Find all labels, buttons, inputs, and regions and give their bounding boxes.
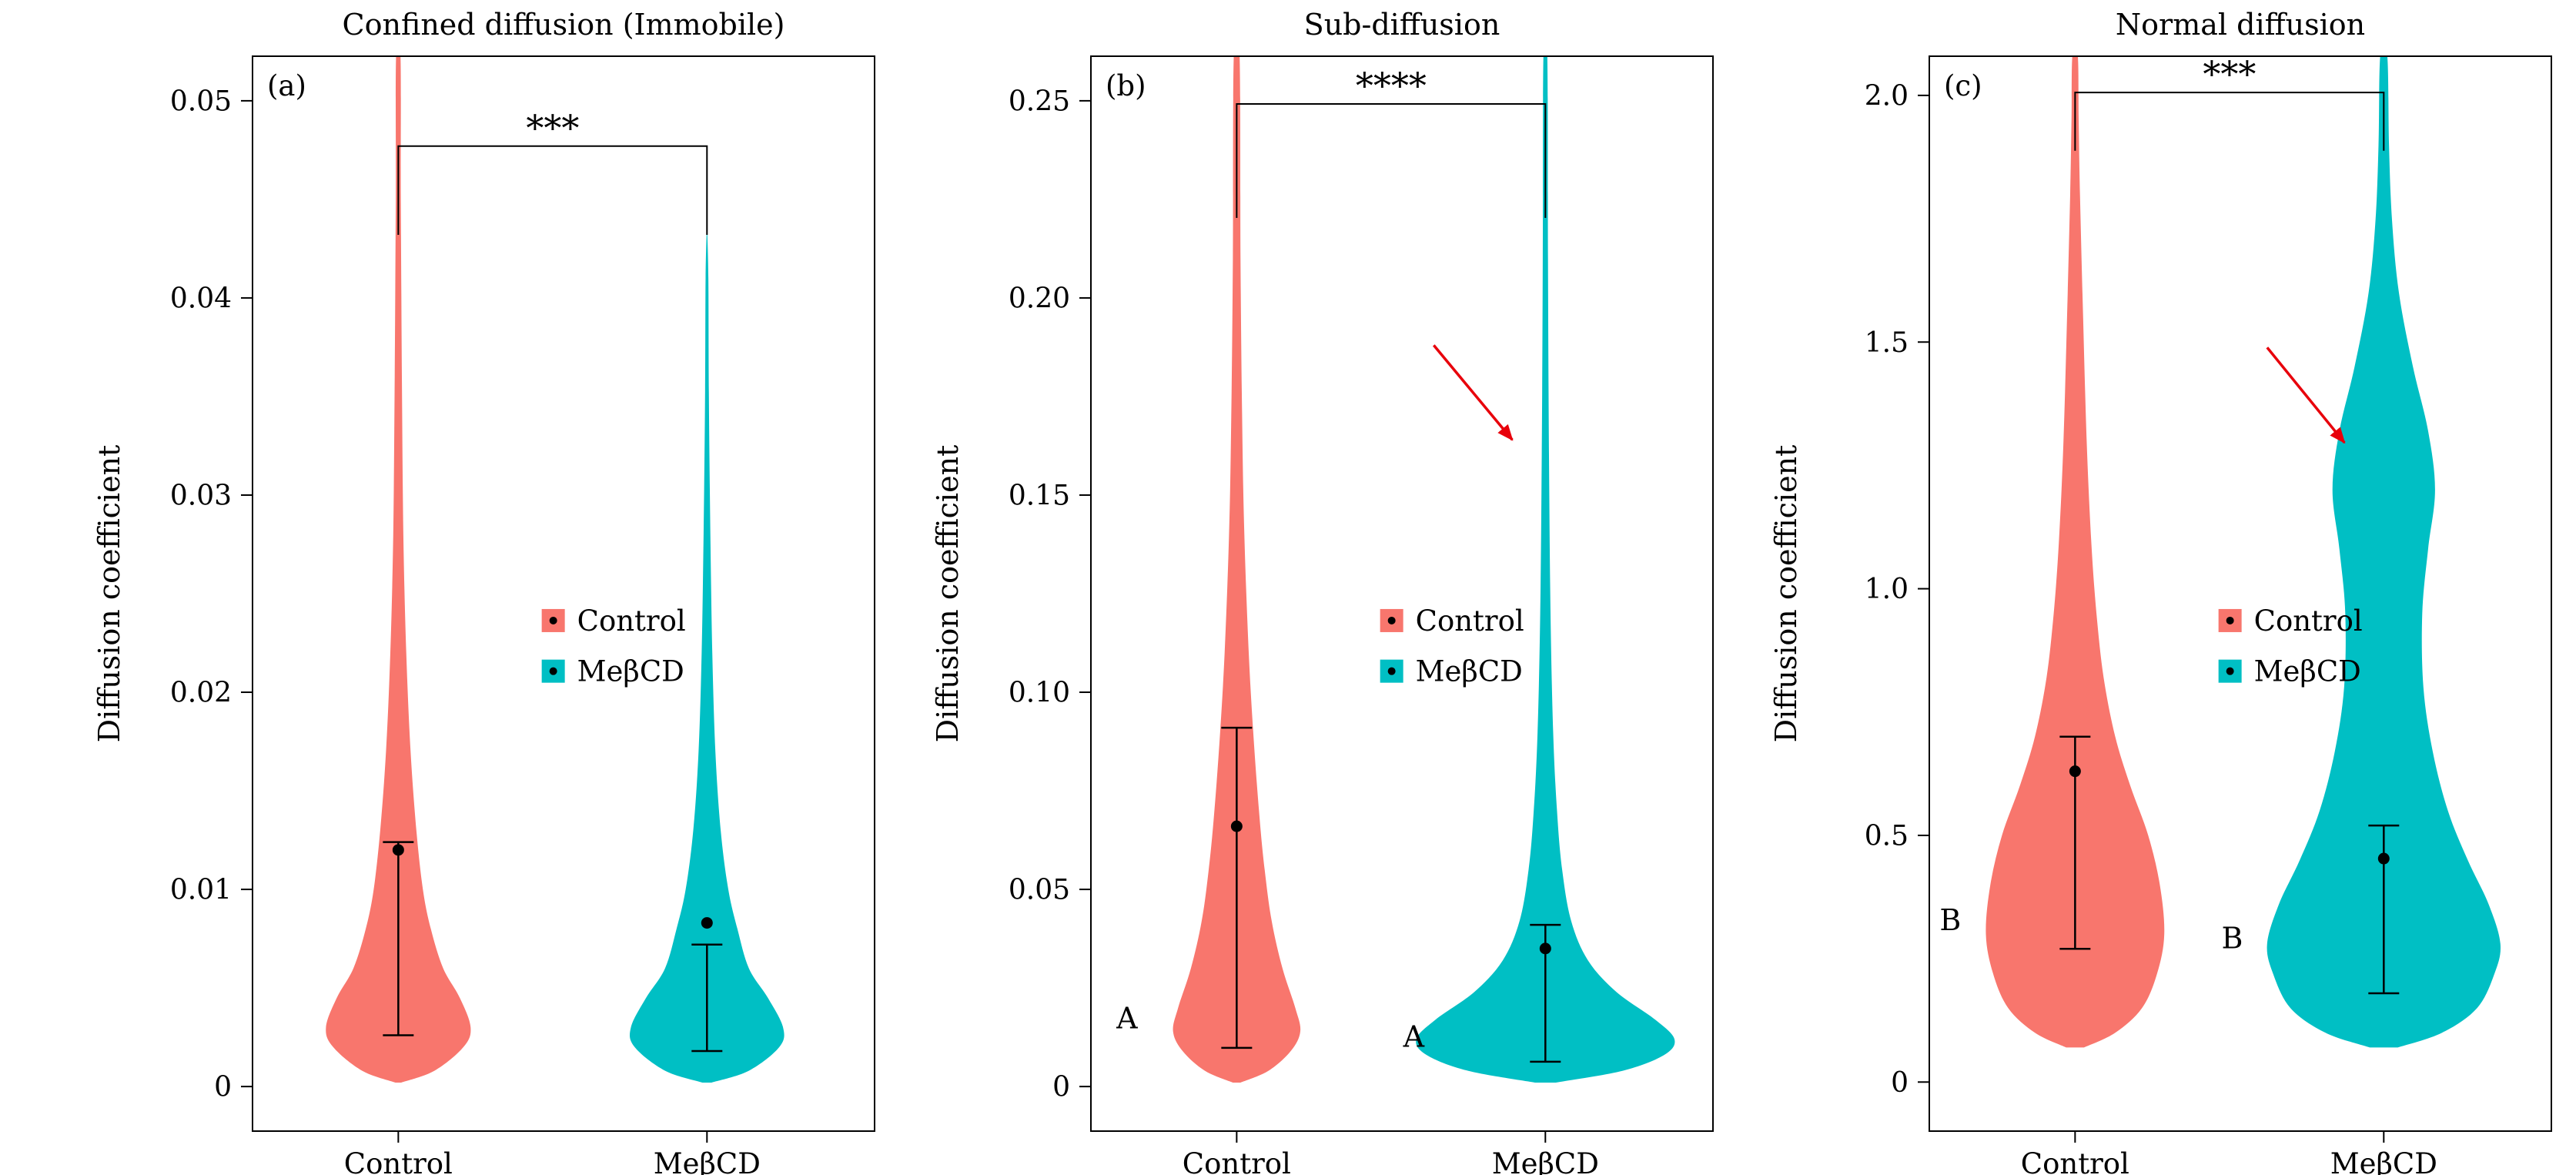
legend-marker-dot-0 — [1387, 616, 1396, 624]
x-tick-label-1: MeβCD — [2330, 1147, 2437, 1175]
significance-bracket — [397, 145, 708, 235]
legend-marker-dot-0 — [2226, 616, 2234, 624]
x-tick-label-1: MeβCD — [654, 1147, 761, 1175]
plot-area-subdiffusion: **** A A Control MeβCD (b) 0 0.05 0.10 0.15 0.20 0.… — [931, 55, 1714, 1175]
panel-normal-diffusion: Normal diffusion *** B B Control MeβCD (c) 0 0.… — [1769, 8, 2552, 1175]
legend-marker-dot-1 — [2226, 667, 2234, 675]
mean-dot-control — [392, 844, 404, 856]
violin-control — [326, 55, 471, 1083]
panel-title: Normal diffusion — [2115, 8, 2366, 42]
annotation-b-0: B — [1939, 903, 1961, 937]
y-tick-label: 0.5 — [1865, 821, 1909, 852]
mean-dot-control — [2069, 765, 2081, 778]
legend: Control MeβCD — [2218, 604, 2363, 688]
axis-ticks: 0 0.05 0.10 0.15 0.20 0.25 Control MeβCD — [1009, 85, 1599, 1175]
violin-control — [1986, 55, 2165, 1048]
y-tick-label: 0.02 — [170, 678, 232, 709]
violin-layer — [1173, 55, 1675, 1083]
plot-area-normal: *** B B Control MeβCD (c) 0 0.5 1.0 1.5 2.0 Control… — [1769, 53, 2552, 1175]
plot-border — [1929, 55, 2552, 1132]
legend-label-1: MeβCD — [2254, 655, 2361, 688]
y-tick-label: 2.0 — [1865, 80, 1909, 112]
y-tick-label: 0 — [1891, 1067, 1909, 1099]
y-tick-label: 1.0 — [1865, 574, 1909, 605]
significance-stars: *** — [526, 107, 579, 149]
y-tick-label: 0.25 — [1009, 85, 1070, 117]
legend: Control MeβCD — [541, 604, 686, 688]
annotation-a-1: A — [1403, 1019, 1425, 1053]
y-tick-label: 0.20 — [1009, 283, 1070, 315]
plot-border — [1090, 55, 1714, 1132]
significance-stars: *** — [2203, 53, 2256, 95]
y-tick-label: 0.03 — [170, 480, 232, 512]
error-bar-control — [1221, 726, 1253, 1049]
legend-label-1: MeβCD — [577, 655, 684, 688]
y-tick-label: 0 — [1052, 1072, 1070, 1103]
panel-sub-diffusion: Sub-diffusion **** A A Control MeβCD (b) 0 0.05… — [931, 8, 1714, 1175]
legend-label-0: Control — [2254, 604, 2363, 638]
annotation-a-0: A — [1116, 1001, 1138, 1035]
legend-label-0: Control — [577, 604, 686, 638]
mean-dot-mebcd — [1539, 942, 1551, 955]
legend-marker-dot-1 — [549, 667, 557, 675]
y-tick-label: 0.05 — [1009, 875, 1070, 906]
y-axis-label: Diffusion coefficient — [1769, 445, 1803, 743]
violin-layer — [1986, 55, 2501, 1048]
legend-marker-dot-0 — [549, 616, 557, 624]
x-tick-label-0: Control — [1183, 1147, 1291, 1175]
x-tick-label-0: Control — [2021, 1147, 2129, 1175]
violin-control — [1173, 55, 1301, 1083]
significance-bracket — [2074, 92, 2385, 151]
panel-title: Sub-diffusion — [1303, 8, 1500, 42]
panel-tag: (c) — [1944, 69, 1982, 102]
panel-confined-diffusion: Confined diffusion (Immobile) *** Control… — [92, 8, 875, 1175]
x-tick-label-1: MeβCD — [1492, 1147, 1599, 1175]
mean-dot-mebcd — [701, 917, 713, 929]
panel-tag: (b) — [1106, 69, 1146, 102]
y-tick-label: 0.01 — [170, 875, 232, 906]
panel-tag: (a) — [267, 69, 306, 102]
y-tick-label: 0 — [214, 1072, 232, 1103]
x-tick-label-0: Control — [344, 1147, 453, 1175]
y-tick-label: 0.04 — [170, 283, 232, 315]
legend-label-0: Control — [1416, 604, 1524, 638]
trend-arrow — [1432, 344, 1514, 441]
violin-mebcd — [1416, 55, 1675, 1083]
mean-dot-mebcd — [2377, 852, 2390, 865]
y-tick-label: 0.10 — [1009, 678, 1070, 709]
y-tick-label: 1.5 — [1865, 327, 1909, 359]
axis-ticks: 0 0.01 0.02 0.03 0.04 0.05 Control MeβCD — [170, 85, 761, 1175]
error-bar-mebcd — [691, 943, 723, 1053]
y-axis-label: Diffusion coefficient — [931, 445, 965, 743]
plot-border — [252, 55, 875, 1132]
panel-title: Confined diffusion (Immobile) — [342, 8, 785, 42]
significance-stars: **** — [1356, 65, 1427, 106]
annotation-b-1: B — [2222, 922, 2243, 956]
significance-bracket — [1236, 103, 1547, 218]
plot-area-confined: *** Control MeβCD (a) 0 0.01 0.02 0.03 0.04 0.05 C… — [92, 55, 875, 1175]
violin-mebcd — [2267, 55, 2501, 1048]
axis-ticks: 0 0.5 1.0 1.5 2.0 Control MeβCD — [1865, 80, 2437, 1175]
violin-layer — [326, 55, 785, 1083]
y-axis-label: Diffusion coefficient — [92, 445, 126, 743]
mean-dot-control — [1230, 820, 1243, 832]
legend-label-1: MeβCD — [1416, 655, 1523, 688]
trend-arrow — [2266, 346, 2346, 444]
violin-mebcd — [629, 216, 785, 1083]
error-bar-control — [383, 841, 414, 1036]
legend: Control MeβCD — [1380, 604, 1524, 688]
y-tick-label: 0.05 — [170, 85, 232, 117]
legend-marker-dot-1 — [1387, 667, 1396, 675]
y-tick-label: 0.15 — [1009, 480, 1070, 512]
